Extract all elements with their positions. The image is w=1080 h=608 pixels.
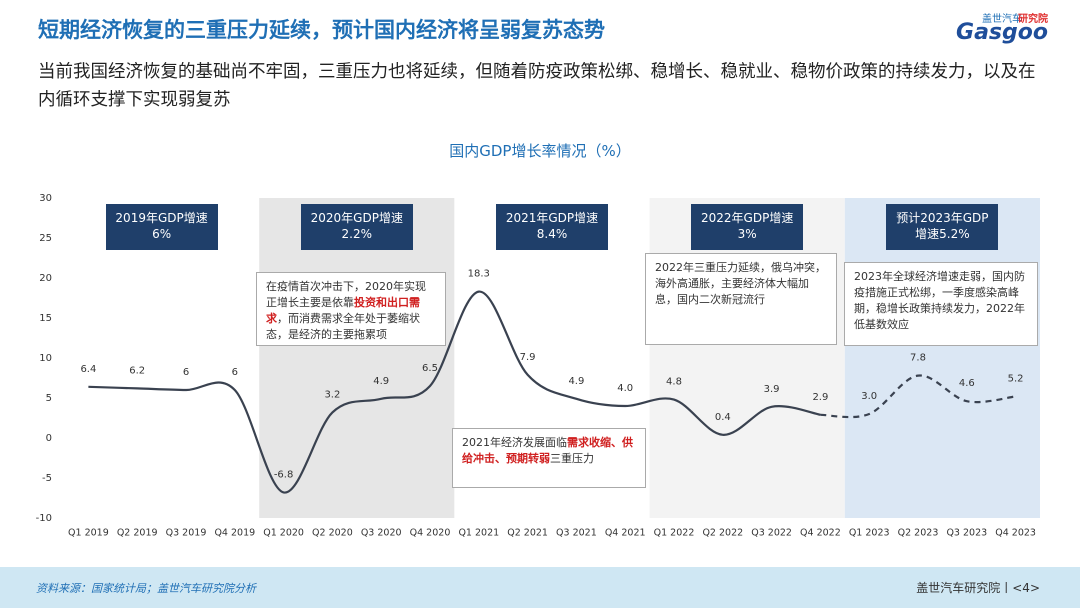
year-box: 2019年GDP增速 6%	[105, 204, 218, 250]
data-label: 7.9	[520, 352, 536, 363]
x-tick-label: Q3 2019	[166, 528, 207, 539]
x-tick-label: Q2 2023	[898, 528, 939, 539]
data-label: 4.6	[959, 378, 975, 389]
annotation-text: 需求收缩、供给冲击、预期转弱	[462, 436, 633, 465]
y-tick-label: 30	[39, 193, 52, 204]
year-box: 预计2023年GDP 增速5.2%	[886, 204, 999, 250]
logo-brand: Gasgoo	[956, 20, 1048, 45]
data-label: 6.4	[80, 364, 96, 375]
y-tick-label: 20	[39, 273, 52, 284]
x-tick-label: Q1 2020	[263, 528, 304, 539]
y-tick-label: 0	[46, 433, 52, 444]
annotation-text: 2021年经济发展面临	[462, 436, 567, 449]
annotation-text: 三重压力	[550, 452, 594, 465]
data-label: 3.2	[324, 389, 340, 400]
year-box-line: 预计2023年GDP	[896, 211, 989, 225]
logo-badge: 研究院	[1018, 14, 1048, 25]
x-tick-label: Q2 2020	[312, 528, 353, 539]
data-label: 4.9	[373, 376, 389, 387]
x-tick-label: Q3 2022	[751, 528, 792, 539]
data-label: 0.4	[715, 412, 731, 423]
data-label: 7.8	[910, 353, 926, 364]
x-tick-label: Q4 2019	[214, 528, 255, 539]
source: 资料来源：国家统计局；盖世汽车研究院分析	[36, 582, 256, 595]
x-tick-label: Q1 2021	[458, 528, 499, 539]
x-tick-label: Q1 2019	[68, 528, 109, 539]
page-number: 盖世汽车研究院丨<4>	[916, 581, 1040, 595]
annotation-text: 在疫情首次冲击下，2020年实现正增长主要是依靠	[266, 280, 426, 309]
annotation-text: 投资和出口需求	[266, 296, 420, 325]
annotation-text: ，而消费需求全年处于萎缩状态，是经济的主要拖累项	[266, 312, 420, 341]
chart-title: 国内GDP增长率情况（%）	[449, 142, 631, 160]
data-label: 6	[183, 367, 189, 378]
year-box-line: 2022年GDP增速	[701, 211, 794, 225]
data-label: 3.9	[764, 384, 780, 395]
year-box: 2022年GDP增速 3%	[691, 204, 804, 250]
data-label: 4.0	[617, 383, 633, 394]
year-box: 2020年GDP增速 2.2%	[300, 204, 413, 250]
x-tick-label: Q2 2019	[117, 528, 158, 539]
data-label: 3.0	[861, 391, 877, 402]
year-region	[64, 198, 260, 518]
year-box-line: 2.2%	[341, 227, 373, 241]
data-label: 2.9	[812, 392, 828, 403]
x-tick-label: Q4 2020	[410, 528, 451, 539]
year-region	[259, 198, 455, 518]
annotation-text: 2023年全球经济增速走弱，国内防疫措施正式松绑，一季度感染高峰期，稳增长政策持…	[854, 270, 1025, 331]
logo-text: 盖世汽车	[982, 14, 1022, 25]
year-box: 2021年GDP增速 8.4%	[496, 204, 608, 250]
subtitle: 当前我国经济恢复的基础尚不牢固，三重压力也将延续，但随着防疫政策松绑、稳增长、稳…	[38, 62, 1036, 110]
annotation: 2022年三重压力延续，俄乌冲突，海外高通胀，主要经济体大幅加息，国内二次新冠流…	[645, 253, 837, 345]
data-label: 18.3	[468, 269, 490, 280]
annotation: 2021年经济发展面临需求收缩、供给冲击、预期转弱三重压力	[452, 428, 646, 488]
year-region	[649, 198, 845, 518]
x-tick-label: Q3 2023	[946, 528, 987, 539]
year-box-line: 增速5.2%	[915, 227, 970, 241]
x-tick-label: Q1 2022	[654, 528, 695, 539]
y-tick-label: -10	[36, 513, 52, 524]
x-tick-label: Q3 2020	[361, 528, 402, 539]
x-tick-label: Q4 2022	[800, 528, 841, 539]
footer-band	[0, 567, 1080, 608]
y-tick-label: 15	[39, 313, 52, 324]
y-tick-label: -5	[42, 473, 52, 484]
data-label: 4.9	[568, 376, 584, 387]
annotation: 在疫情首次冲击下，2020年实现正增长主要是依靠投资和出口需求，而消费需求全年处…	[256, 272, 446, 346]
y-tick-label: 10	[39, 353, 52, 364]
year-box-line: 8.4%	[536, 227, 568, 241]
year-box-line: 2020年GDP增速	[310, 211, 403, 225]
x-tick-label: Q2 2022	[702, 528, 743, 539]
annotation: 2023年全球经济增速走弱，国内防疫措施正式松绑，一季度感染高峰期，稳增长政策持…	[844, 262, 1038, 346]
y-tick-label: 5	[46, 393, 52, 404]
year-box-line: 2019年GDP增速	[115, 211, 208, 225]
slide-title: 短期经济恢复的三重压力延续，预计国内经济将呈弱复苏态势	[38, 18, 605, 42]
y-tick-label: 25	[39, 233, 52, 244]
x-tick-label: Q1 2023	[849, 528, 890, 539]
data-label: 5.2	[1008, 373, 1024, 384]
x-tick-label: Q3 2021	[556, 528, 597, 539]
data-label: 6.2	[129, 365, 145, 376]
x-tick-label: Q4 2021	[605, 528, 646, 539]
annotation-text: 2022年三重压力延续，俄乌冲突，海外高通胀，主要经济体大幅加息，国内二次新冠流…	[655, 261, 826, 306]
line-series	[88, 290, 821, 494]
data-label: -6.8	[274, 469, 294, 480]
year-box-line: 2021年GDP增速	[505, 211, 599, 225]
data-label: 6	[232, 367, 238, 378]
x-tick-label: Q4 2023	[995, 528, 1036, 539]
x-tick-label: Q2 2021	[507, 528, 548, 539]
year-box-line: 3%	[737, 227, 757, 241]
data-label: 6.5	[422, 363, 438, 374]
data-label: 4.8	[666, 377, 682, 388]
year-box-line: 6%	[152, 227, 172, 241]
year-region	[844, 198, 1040, 518]
